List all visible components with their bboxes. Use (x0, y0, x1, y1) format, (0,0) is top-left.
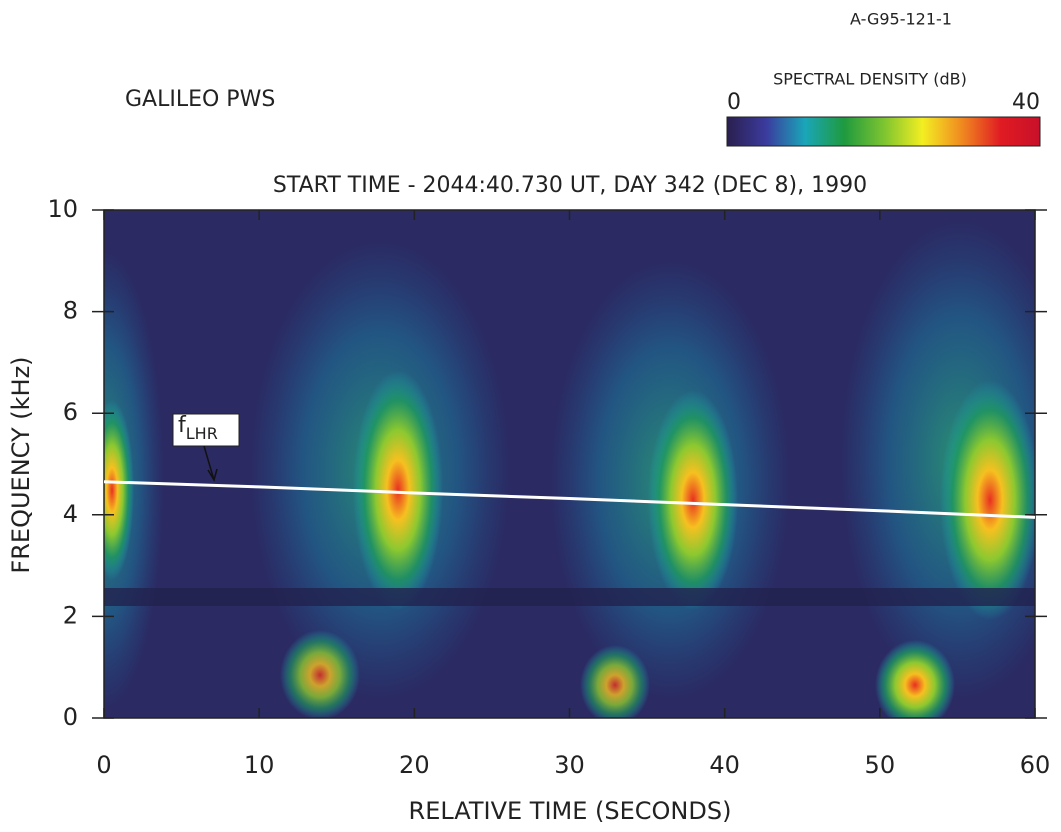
y-tick-label: 6 (63, 398, 78, 426)
frequency-line (103, 480, 1036, 519)
figure-id: A-G95-121-1 (850, 10, 952, 29)
emission-burst (940, 380, 1035, 620)
colorbar-tick-label: 0 (727, 90, 741, 115)
label-main: f (178, 413, 187, 438)
x-tick-label: 30 (554, 751, 585, 779)
y-tick-label: 10 (47, 195, 78, 223)
series-label-text: fLHR (178, 413, 218, 443)
emission-burst (280, 630, 360, 718)
label-box (172, 413, 240, 447)
x-tick-label: 10 (244, 751, 275, 779)
colorbar-label: SPECTRAL DENSITY (dB) (773, 70, 967, 89)
emission-burst (580, 645, 650, 718)
y-tick-label: 8 (63, 297, 78, 325)
colorbar (726, 116, 1041, 147)
colorbar-tick-label: 40 (1012, 90, 1040, 115)
band-gap (104, 588, 1035, 606)
x-tick-label: 50 (865, 751, 896, 779)
x-tick-label: 20 (399, 751, 430, 779)
label-arrow (203, 445, 218, 482)
emission-burst (104, 400, 134, 580)
y-tick-label: 4 (63, 500, 78, 528)
emission-burst (353, 370, 443, 610)
chart-title: START TIME - 2044:40.730 UT, DAY 342 (DE… (273, 173, 867, 198)
y-tick-label: 0 (63, 703, 78, 731)
x-axis-label: RELATIVE TIME (SECONDS) (409, 797, 732, 825)
emission-burst (648, 390, 738, 610)
x-tick-label: 40 (709, 751, 740, 779)
y-tick-label: 2 (63, 601, 78, 629)
label-subscript: LHR (186, 424, 218, 443)
x-tick-label: 60 (1020, 751, 1051, 779)
spectral-texture (104, 220, 1035, 718)
x-tick-label: 0 (96, 751, 111, 779)
series-label: fLHR (172, 413, 240, 482)
emission-burst (875, 640, 955, 718)
y-axis-label: FREQUENCY (kHz) (7, 356, 35, 573)
instrument-label: GALILEO PWS (125, 87, 275, 112)
